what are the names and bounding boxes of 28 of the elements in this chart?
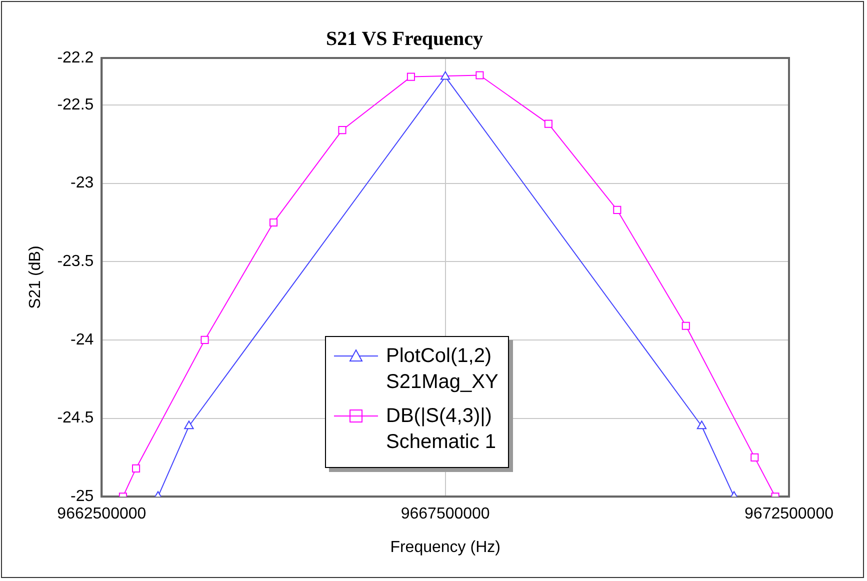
point <box>750 453 759 462</box>
legend-label: PlotCol(1,2) S21Mag_XY <box>386 344 498 395</box>
x-tick-label: 9667500000 <box>400 506 490 523</box>
point <box>696 420 707 430</box>
y-tick-label: -22.2 <box>57 49 94 66</box>
y-tick-label: -23 <box>70 174 94 192</box>
y-tick-label: -23.5 <box>57 253 94 270</box>
point <box>200 336 209 344</box>
point <box>184 420 194 430</box>
y-tick-label: -25 <box>70 488 94 506</box>
point <box>132 464 140 472</box>
point <box>440 71 450 80</box>
chart-title: S21 VS Frequency <box>326 28 484 50</box>
point <box>544 120 552 128</box>
point <box>406 72 416 81</box>
point <box>269 218 278 227</box>
legend-label: DB(|S(4,3)|) Schematic 1 <box>386 404 496 455</box>
y-axis-title: S21 (dB) <box>27 246 44 309</box>
x-tick-label: 9672500000 <box>744 506 834 523</box>
y-tick-label: -24.5 <box>57 410 94 427</box>
point <box>613 206 622 214</box>
y-tick-label: -24 <box>70 331 94 348</box>
x-tick-label: 9662500000 <box>57 506 146 523</box>
x-axis-title: Frequency (Hz) <box>390 538 500 556</box>
point <box>476 71 484 80</box>
point <box>338 126 346 134</box>
y-tick-label: -22.5 <box>57 96 94 114</box>
point <box>682 322 690 330</box>
